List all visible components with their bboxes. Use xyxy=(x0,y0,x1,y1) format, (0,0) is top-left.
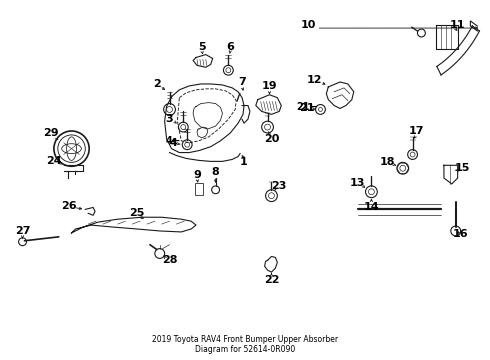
Text: 21←: 21← xyxy=(296,103,318,112)
Text: 6: 6 xyxy=(226,42,234,52)
Text: 29: 29 xyxy=(43,128,59,138)
Text: 7: 7 xyxy=(238,77,246,87)
Text: 4: 4 xyxy=(170,138,177,148)
Text: 26: 26 xyxy=(61,202,76,211)
Text: 20: 20 xyxy=(264,134,279,144)
FancyBboxPatch shape xyxy=(195,183,203,195)
Text: 21: 21 xyxy=(299,103,315,113)
Text: 14: 14 xyxy=(364,202,379,212)
Text: 1: 1 xyxy=(240,157,248,167)
Text: 5: 5 xyxy=(198,42,206,52)
Text: 2: 2 xyxy=(153,79,161,89)
Text: 15: 15 xyxy=(455,163,470,173)
Text: 28: 28 xyxy=(162,255,177,265)
Text: 19: 19 xyxy=(262,81,277,91)
Text: 23: 23 xyxy=(271,181,287,191)
Text: 10: 10 xyxy=(301,20,317,30)
Text: 8: 8 xyxy=(212,167,220,177)
Text: 27: 27 xyxy=(15,226,30,236)
Text: 25: 25 xyxy=(129,208,145,218)
Text: 22: 22 xyxy=(264,275,279,285)
Text: 13: 13 xyxy=(350,178,366,188)
Text: 16: 16 xyxy=(453,229,468,239)
Text: 3: 3 xyxy=(166,114,173,124)
Text: 12: 12 xyxy=(307,75,322,85)
Circle shape xyxy=(212,186,220,194)
Text: 24: 24 xyxy=(46,156,62,166)
Text: 18: 18 xyxy=(379,157,395,167)
Text: 9: 9 xyxy=(193,170,201,180)
Text: 17: 17 xyxy=(409,126,424,136)
Text: 11: 11 xyxy=(450,20,465,30)
Text: 2019 Toyota RAV4 Front Bumper Upper Absorber
Diagram for 52614-0R090: 2019 Toyota RAV4 Front Bumper Upper Abso… xyxy=(152,335,338,354)
Text: 4←: 4← xyxy=(166,136,181,146)
